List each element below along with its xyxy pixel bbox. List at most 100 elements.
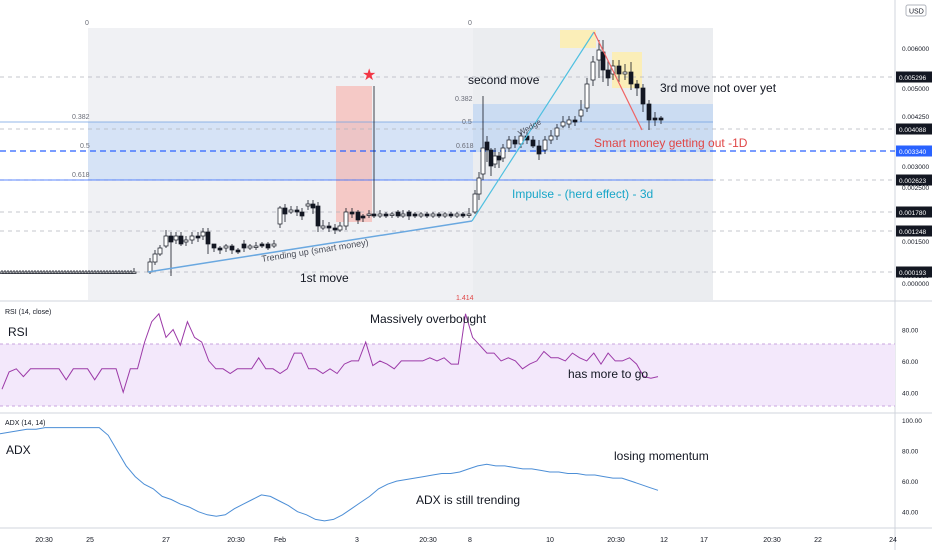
rsi-label: RSI bbox=[8, 325, 28, 339]
annotation-impulse: Impulse - (herd effect) - 3d bbox=[512, 187, 653, 201]
candle-body bbox=[400, 213, 406, 217]
candle-body bbox=[259, 243, 265, 247]
yellow-zone-1 bbox=[560, 30, 596, 48]
price-tick-label: 0.003000 bbox=[902, 164, 929, 171]
candle-body bbox=[406, 211, 412, 217]
time-tick-label: 20:30 bbox=[607, 537, 625, 544]
candle-body bbox=[566, 119, 572, 125]
red-box bbox=[336, 86, 372, 222]
candle-body bbox=[548, 135, 554, 141]
candle-body bbox=[554, 127, 560, 137]
candle-body bbox=[466, 213, 472, 216]
rsi-tick-label: 40.00 bbox=[902, 390, 919, 397]
price-tick-label: 0.006000 bbox=[902, 46, 929, 53]
fib-zero-right: 0 bbox=[468, 20, 472, 27]
fib-left-0382: 0.382 bbox=[72, 114, 90, 121]
candle-body bbox=[454, 213, 460, 217]
candle-body bbox=[590, 61, 596, 81]
candle-body bbox=[584, 83, 590, 109]
candle-body bbox=[496, 155, 502, 161]
candle-body bbox=[542, 139, 548, 151]
candle-body bbox=[596, 49, 602, 61]
candle-body bbox=[366, 213, 372, 216]
candle-body bbox=[223, 245, 229, 249]
time-tick-label: 20:30 bbox=[35, 537, 53, 544]
candle-body bbox=[389, 213, 395, 216]
candle-body bbox=[211, 243, 217, 249]
candle-body bbox=[355, 211, 361, 221]
rsi-line bbox=[1, 312, 659, 395]
candle-body bbox=[530, 139, 536, 147]
price-tag-bg bbox=[896, 71, 932, 83]
candle-body bbox=[200, 231, 206, 237]
candle-body bbox=[572, 119, 578, 123]
candle-body bbox=[640, 87, 646, 105]
rsi-band bbox=[0, 344, 895, 406]
candle-body bbox=[560, 121, 566, 127]
candle-body bbox=[217, 247, 223, 251]
fib-right-0618: 0.618 bbox=[456, 143, 474, 150]
fib-right-0382: 0.382 bbox=[455, 96, 473, 103]
candle-body bbox=[652, 117, 658, 121]
candle-body bbox=[205, 231, 211, 245]
candle-body bbox=[235, 249, 241, 253]
annotation-overbought: Massively overbought bbox=[370, 312, 487, 326]
candle-body bbox=[320, 225, 326, 229]
price-tag-bg bbox=[896, 225, 932, 237]
time-tick-label: 20:30 bbox=[419, 537, 437, 544]
price-tick-label: 0.000000 bbox=[902, 281, 929, 288]
currency-badge-bg[interactable] bbox=[905, 4, 927, 17]
adx-line bbox=[0, 427, 659, 522]
fib-bottom-label: 1.414 bbox=[456, 295, 474, 302]
candle-body bbox=[152, 253, 158, 263]
adx-tick-label: 100.00 bbox=[902, 418, 922, 425]
time-tick-label: 27 bbox=[162, 537, 170, 544]
fib-left-05: 0.5 bbox=[80, 143, 90, 150]
annotation-losing-momentum: losing momentum bbox=[614, 449, 709, 463]
candle-body bbox=[430, 213, 436, 217]
candle-body bbox=[315, 205, 321, 227]
rsi-tick-label: 60.00 bbox=[902, 359, 919, 366]
yellow-zone-2 bbox=[612, 52, 642, 88]
price-tag-bg bbox=[896, 174, 932, 186]
candle-body bbox=[147, 261, 153, 273]
candle-body bbox=[658, 117, 664, 121]
impulse-line bbox=[471, 31, 595, 222]
adx-tick-label: 80.00 bbox=[902, 449, 919, 456]
time-tick-label: Feb bbox=[274, 537, 286, 544]
candle-body bbox=[616, 65, 622, 75]
candle-body bbox=[168, 235, 174, 243]
drop-line bbox=[593, 31, 643, 131]
annotation-second-move: second move bbox=[468, 73, 540, 87]
candle-body bbox=[480, 147, 486, 175]
adx-label: ADX bbox=[6, 443, 31, 457]
price-tag: 0.003340 bbox=[899, 149, 926, 156]
price-tag: 0.001248 bbox=[899, 229, 926, 236]
candle-body bbox=[360, 215, 366, 219]
candle-body bbox=[383, 213, 389, 217]
candle-body bbox=[343, 211, 349, 227]
annotation-smart-money: Smart money getting out -1D bbox=[594, 136, 748, 150]
price-tag: 0.000193 bbox=[899, 270, 926, 277]
price-tag: 0.004088 bbox=[899, 127, 926, 134]
candle-body bbox=[183, 239, 189, 243]
candle-body bbox=[157, 247, 163, 255]
price-tag-bg bbox=[896, 206, 932, 218]
candle-body bbox=[395, 211, 401, 217]
candle-body bbox=[412, 213, 418, 217]
trend-line-up bbox=[147, 220, 473, 273]
candle-body bbox=[326, 225, 332, 229]
candle-body bbox=[271, 243, 277, 247]
candle-body bbox=[163, 235, 169, 247]
fib-zero-left: 0 bbox=[85, 20, 89, 27]
candle-body bbox=[506, 139, 512, 149]
candle-body bbox=[628, 71, 634, 85]
candle-body bbox=[622, 71, 628, 75]
adx-tick-label: 40.00 bbox=[902, 510, 919, 517]
candle-body bbox=[442, 213, 448, 217]
candle-body bbox=[195, 235, 201, 239]
annotation-adx-trending: ADX is still trending bbox=[416, 493, 520, 507]
currency-badge[interactable]: USD bbox=[909, 9, 924, 16]
time-tick-label: 3 bbox=[355, 537, 359, 544]
